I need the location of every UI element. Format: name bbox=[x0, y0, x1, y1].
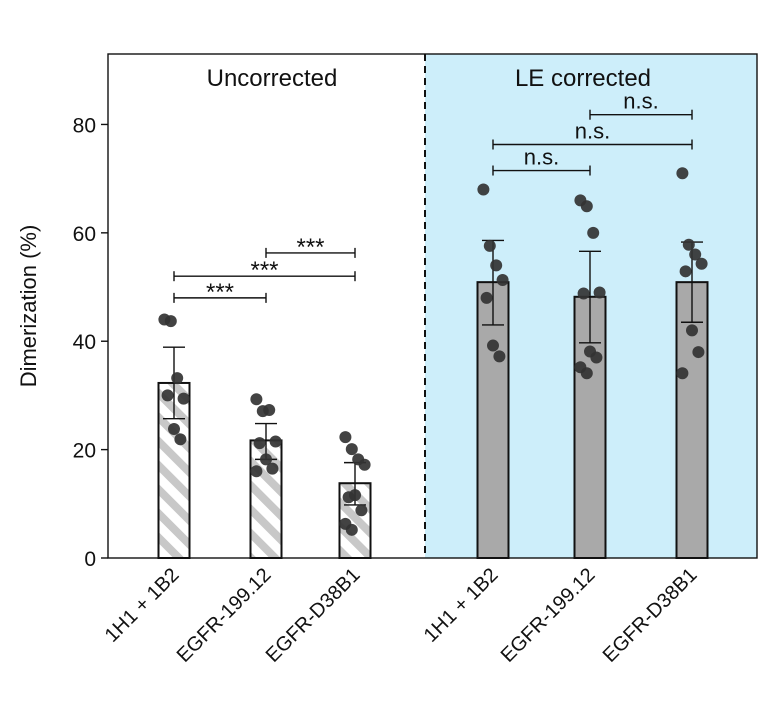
data-point bbox=[580, 200, 593, 213]
y-tick-label: 20 bbox=[73, 440, 96, 463]
data-point bbox=[679, 265, 692, 278]
data-point bbox=[174, 433, 187, 446]
x-tick-label: EGFR-D38B1 bbox=[599, 564, 702, 667]
data-point bbox=[686, 324, 698, 337]
x-tick-label: EGFR-D38B1 bbox=[262, 564, 365, 667]
y-tick-label: 40 bbox=[73, 331, 96, 354]
group-title: Uncorrected bbox=[207, 65, 338, 92]
x-tick-label: EGFR-199.12 bbox=[497, 564, 600, 667]
data-point bbox=[493, 350, 506, 363]
data-point bbox=[345, 443, 358, 456]
data-point bbox=[260, 453, 272, 466]
comparison-label: *** bbox=[250, 257, 278, 284]
data-point bbox=[695, 257, 708, 270]
data-point bbox=[345, 523, 358, 536]
y-tick-label: 80 bbox=[73, 114, 96, 137]
data-point bbox=[253, 437, 266, 450]
data-point bbox=[355, 504, 368, 517]
comparison-label: *** bbox=[296, 234, 324, 261]
group-title: LE corrected bbox=[515, 65, 651, 92]
data-point bbox=[593, 286, 606, 299]
data-point bbox=[349, 489, 361, 502]
data-point bbox=[577, 287, 590, 300]
data-point bbox=[487, 339, 499, 352]
data-point bbox=[477, 183, 490, 196]
comparison-label: n.s. bbox=[524, 145, 559, 170]
data-point bbox=[587, 226, 600, 239]
comparison-label: n.s. bbox=[623, 89, 658, 114]
data-point bbox=[171, 372, 184, 385]
y-tick-label: 60 bbox=[73, 223, 96, 246]
data-point bbox=[263, 404, 276, 417]
plot-frame bbox=[107, 53, 758, 559]
data-point bbox=[250, 465, 263, 478]
y-tick-label: 0 bbox=[84, 548, 96, 571]
x-tick-label: 1H1 + 1B2 bbox=[420, 564, 503, 647]
data-point bbox=[358, 458, 371, 471]
data-point bbox=[266, 462, 279, 475]
data-point bbox=[692, 346, 705, 359]
x-tick-label: 1H1 + 1B2 bbox=[101, 564, 184, 647]
data-point bbox=[689, 248, 702, 261]
data-point bbox=[682, 238, 695, 251]
data-point bbox=[339, 431, 352, 444]
data-point bbox=[164, 315, 177, 328]
data-point bbox=[676, 367, 689, 380]
chart-marks: 0 20 40 60 80 Uncorrected LE corrected 1H1 + 1B… bbox=[73, 53, 758, 667]
data-point bbox=[168, 423, 180, 436]
data-point bbox=[480, 291, 493, 304]
data-point bbox=[676, 167, 689, 180]
data-point bbox=[496, 273, 509, 286]
comparison-label: *** bbox=[206, 279, 234, 306]
x-tick-label: EGFR-199.12 bbox=[173, 564, 276, 667]
data-point bbox=[590, 351, 603, 364]
data-point bbox=[177, 392, 190, 405]
bar bbox=[675, 281, 709, 559]
data-point bbox=[269, 435, 282, 448]
data-point bbox=[161, 389, 174, 402]
y-axis-label: Dimerization (%) bbox=[16, 225, 41, 388]
data-point bbox=[490, 259, 503, 272]
comparison-label: n.s. bbox=[575, 119, 610, 144]
data-point bbox=[483, 239, 496, 252]
data-point bbox=[580, 367, 593, 380]
data-point bbox=[250, 393, 263, 406]
